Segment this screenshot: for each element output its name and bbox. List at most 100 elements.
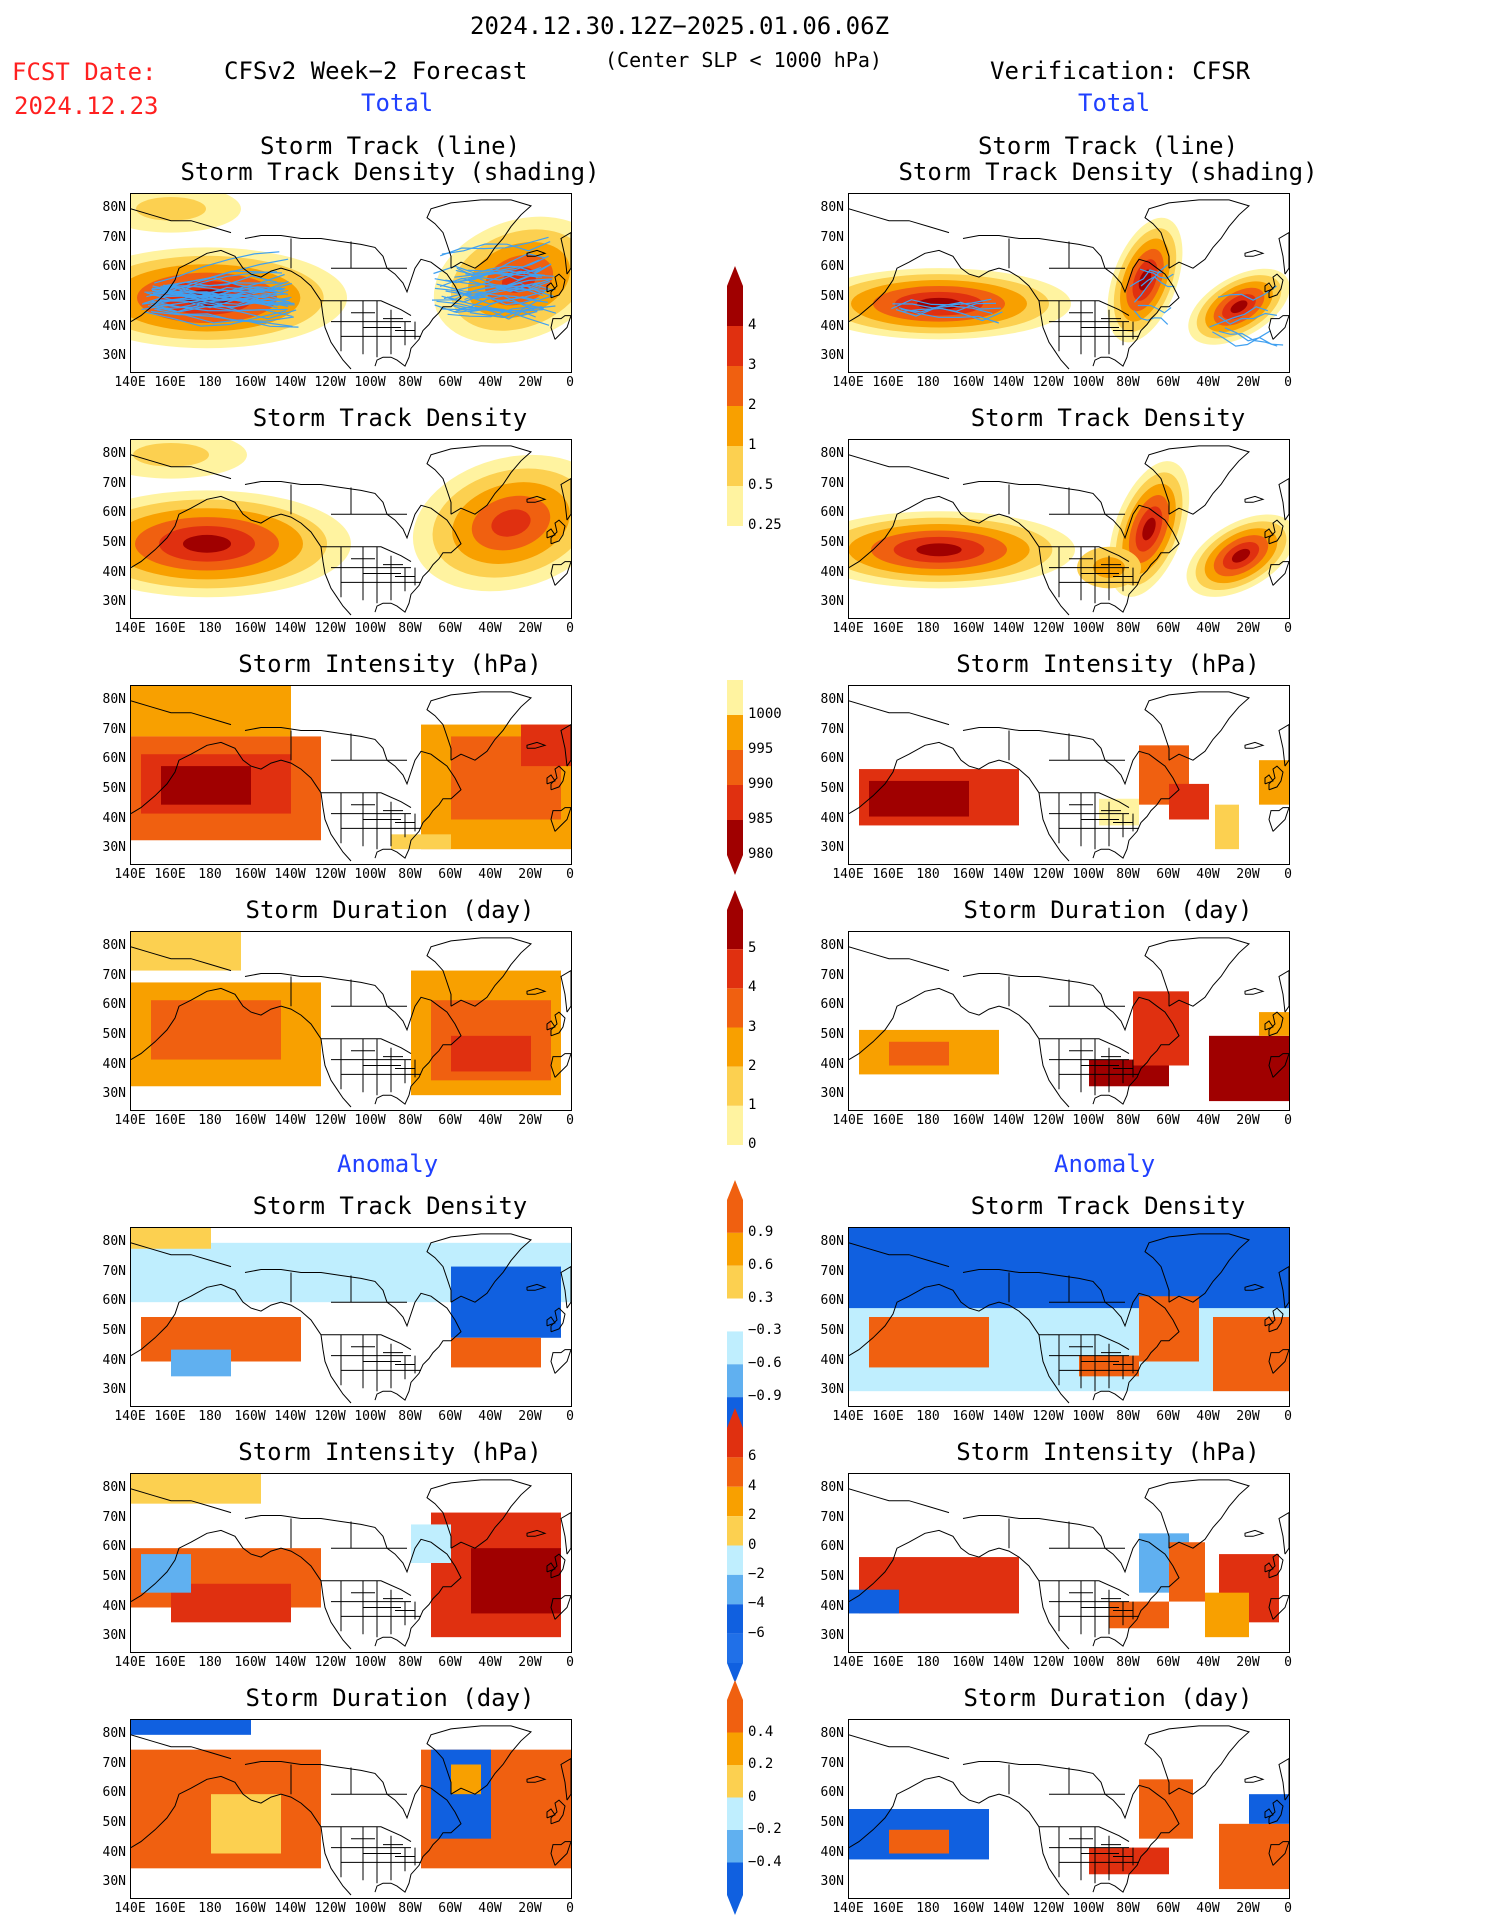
lon-tick-label: 180 — [198, 1655, 222, 1670]
lon-tick-label: 120W — [1032, 1655, 1064, 1670]
lon-tick-label: 180 — [198, 1901, 222, 1916]
lon-tick-label: 120W — [314, 867, 346, 882]
lon-tick-label: 140E — [832, 1655, 864, 1670]
lon-tick-label: 100W — [1072, 621, 1104, 636]
lat-tick-label: 60N — [820, 1785, 844, 1801]
lat-tick-label: 30N — [820, 348, 844, 364]
lon-tick-label: 80W — [398, 375, 422, 390]
map-density-verification — [848, 439, 1290, 619]
lon-tick-label: 180 — [916, 867, 940, 882]
lat-tick-label: 60N — [102, 751, 126, 767]
lat-tick-label: 30N — [102, 1874, 126, 1890]
lon-tick-label: 140W — [992, 621, 1024, 636]
lon-tick-label: 20W — [518, 621, 542, 636]
fcst-date-label: FCST Date: — [12, 58, 157, 86]
lat-tick-label: 30N — [820, 1874, 844, 1890]
verification-title: Verification: CFSR — [990, 57, 1251, 85]
lon-tick-label: 80W — [398, 1655, 422, 1670]
lat-tick-label: 80N — [102, 937, 126, 953]
lon-tick-label: 40W — [478, 1409, 502, 1424]
lon-tick-label: 0 — [1284, 1655, 1292, 1670]
lon-tick-label: 0 — [566, 1655, 574, 1670]
lon-tick-label: 20W — [1236, 375, 1260, 390]
lon-tick-label: 60W — [438, 1901, 462, 1916]
title-intensity-anom-left: Storm Intensity (hPa) — [238, 1438, 542, 1466]
lon-tick-label: 160E — [154, 1901, 186, 1916]
lon-tick-label: 120W — [1032, 621, 1064, 636]
lat-tick-label: 40N — [102, 318, 126, 334]
lat-tick-label: 40N — [820, 318, 844, 334]
colorbar-tick-label: −0.9 — [748, 1388, 782, 1405]
colorbar-tick-label: 995 — [748, 741, 774, 757]
colorbar-tick-label: 0.3 — [748, 1289, 774, 1306]
colorbar-tick-label: 0.4 — [748, 1723, 774, 1740]
lon-tick-label: 40W — [478, 1901, 502, 1916]
lat-tick-label: 60N — [102, 1293, 126, 1309]
lon-tick-label: 180 — [198, 1113, 222, 1128]
lat-tick-label: 80N — [820, 199, 844, 215]
lat-tick-label: 40N — [102, 810, 126, 826]
lon-tick-label: 20W — [1236, 1655, 1260, 1670]
colorbar-tick-label: −6 — [748, 1624, 765, 1641]
lat-tick-label: 30N — [102, 594, 126, 610]
lon-tick-label: 80W — [398, 621, 422, 636]
lon-tick-label: 0 — [1284, 375, 1292, 390]
lon-tick-label: 140E — [114, 867, 146, 882]
lon-tick-label: 0 — [566, 1901, 574, 1916]
lon-tick-label: 40W — [1196, 1409, 1220, 1424]
lat-tick-label: 40N — [820, 810, 844, 826]
lon-tick-label: 140W — [992, 1409, 1024, 1424]
lon-tick-label: 140E — [114, 375, 146, 390]
lat-tick-label: 50N — [102, 288, 126, 304]
lon-tick-label: 160E — [154, 1655, 186, 1670]
colorbar-tick-label: 4 — [748, 317, 757, 333]
colorbar-tick-label: 6 — [748, 1448, 757, 1465]
lon-tick-label: 40W — [478, 867, 502, 882]
colorbar-tick-label: 980 — [748, 846, 774, 862]
lat-tick-label: 30N — [820, 1382, 844, 1398]
title-intensity-left: Storm Intensity (hPa) — [238, 650, 542, 678]
lat-tick-label: 30N — [820, 1086, 844, 1102]
map-intensity-anom-verification — [848, 1473, 1290, 1653]
lon-tick-label: 40W — [1196, 867, 1220, 882]
lon-tick-label: 20W — [518, 375, 542, 390]
map-track-verification — [848, 193, 1290, 373]
colorbar-tick-label: 4 — [748, 1477, 757, 1494]
lon-tick-label: 160E — [154, 867, 186, 882]
lat-tick-label: 70N — [102, 1263, 126, 1279]
lon-tick-label: 60W — [1156, 1113, 1180, 1128]
lon-tick-label: 20W — [518, 867, 542, 882]
lat-tick-label: 60N — [102, 505, 126, 521]
lon-tick-label: 80W — [1116, 1655, 1140, 1670]
lat-tick-label: 30N — [102, 1628, 126, 1644]
lat-tick-label: 40N — [102, 1598, 126, 1614]
title-duration-right: Storm Duration (day) — [963, 896, 1253, 924]
lat-tick-label: 70N — [820, 229, 844, 245]
lon-tick-label: 0 — [1284, 1113, 1292, 1128]
lon-tick-label: 160E — [872, 867, 904, 882]
lon-tick-label: 60W — [1156, 621, 1180, 636]
title-track-line-left: Storm Track (line) — [259, 132, 521, 160]
colorbar-tick-label: 0 — [748, 1536, 757, 1553]
lon-tick-label: 60W — [438, 1409, 462, 1424]
lon-tick-label: 160W — [234, 1113, 266, 1128]
map-track-forecast — [130, 193, 572, 373]
lon-tick-label: 140E — [832, 867, 864, 882]
lat-tick-label: 70N — [102, 475, 126, 491]
lon-tick-label: 80W — [1116, 375, 1140, 390]
lon-tick-label: 20W — [1236, 867, 1260, 882]
lat-tick-label: 60N — [102, 1785, 126, 1801]
colorbar-density-total — [726, 266, 744, 550]
colorbar-tick-label: 990 — [748, 776, 774, 792]
lon-tick-label: 20W — [1236, 1113, 1260, 1128]
lon-tick-label: 20W — [1236, 1901, 1260, 1916]
lon-tick-label: 140E — [114, 1113, 146, 1128]
lon-tick-label: 100W — [354, 1901, 386, 1916]
anomaly-label-right: Anomaly — [1054, 1150, 1156, 1178]
lon-tick-label: 140W — [274, 867, 306, 882]
lon-tick-label: 140W — [992, 375, 1024, 390]
lon-tick-label: 40W — [1196, 1113, 1220, 1128]
title-duration-anom-left: Storm Duration (day) — [245, 1684, 535, 1712]
lon-tick-label: 80W — [1116, 1113, 1140, 1128]
lon-tick-label: 60W — [438, 375, 462, 390]
